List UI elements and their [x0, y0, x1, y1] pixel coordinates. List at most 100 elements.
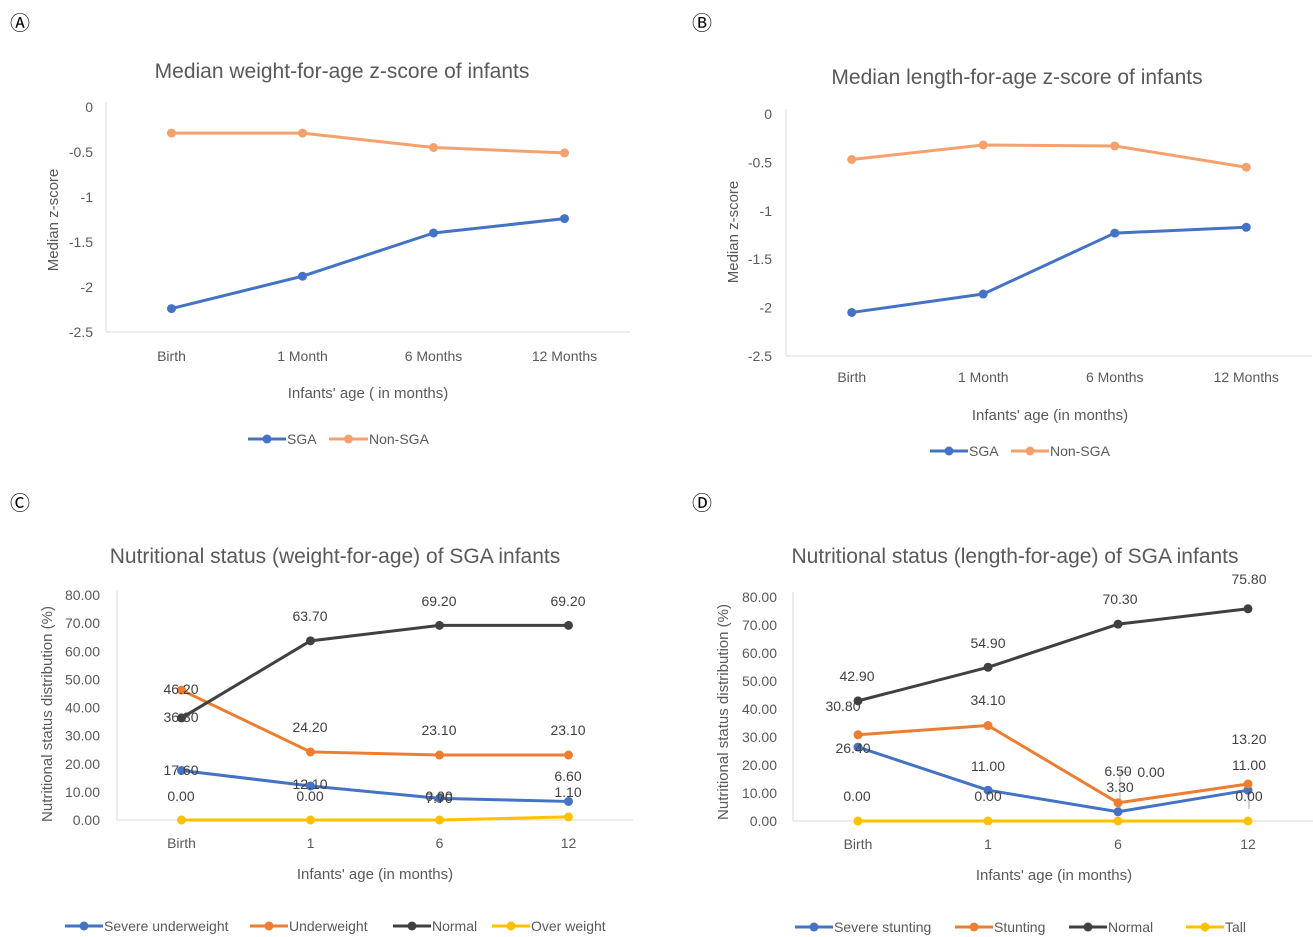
- data-point: [435, 750, 444, 760]
- data-point: [564, 620, 573, 630]
- y-tick-label: -1.5: [748, 251, 772, 267]
- y-tick-label: 60.00: [65, 643, 100, 659]
- x-tick-label: 1 Month: [277, 348, 328, 364]
- data-point: [306, 636, 315, 646]
- data-label: 3.30: [1106, 779, 1133, 795]
- legend-item-severe-underweight: Severe underweight: [65, 918, 229, 934]
- data-label: 63.70: [292, 608, 327, 624]
- panel-a-x-axis-label: Infants' age ( in months): [288, 385, 448, 402]
- data-point: [983, 721, 993, 731]
- x-tick-label: 12 Months: [1214, 369, 1279, 385]
- data-point: [564, 750, 573, 760]
- series-line-underweight: [180, 688, 569, 757]
- y-tick-label: 30.00: [742, 729, 777, 745]
- legend-label: SGA: [287, 431, 317, 447]
- data-point: [564, 812, 573, 822]
- data-point: [298, 271, 307, 281]
- series-over-weight: 0.00 0.00 0.00 1.10: [167, 784, 582, 825]
- legend-item-over-weight: Over weight: [492, 918, 606, 934]
- legend-label: Normal: [1108, 919, 1153, 935]
- series-line-normal: [180, 623, 569, 720]
- x-tick-label: 6: [436, 835, 444, 851]
- y-tick-label: 50.00: [742, 673, 777, 689]
- x-tick-label: 1 Month: [958, 369, 1009, 385]
- data-label: 0.00: [167, 788, 194, 804]
- data-point: [177, 815, 186, 825]
- y-tick-label: 10.00: [742, 785, 777, 801]
- data-label: 42.90: [839, 668, 874, 684]
- y-tick-label: -2: [81, 279, 94, 295]
- y-tick-label: 70.00: [742, 617, 777, 633]
- data-point: [564, 796, 573, 806]
- legend-item-underweight: Underweight: [250, 918, 368, 934]
- legend: Severe underweight Underweight Normal Over …: [65, 918, 606, 934]
- data-point: [1243, 779, 1253, 789]
- data-label: 6.50: [1104, 763, 1131, 779]
- panel-b-letter: Ⓑ: [692, 12, 712, 35]
- panel-a-title: Median weight-for-age z-score of infants: [155, 60, 530, 83]
- panel-a-plot-area: 0 -0.5 -1 -1.5 -2 -2.5 Birth 1 Month 6 Months 12 …: [69, 99, 630, 447]
- data-label: 36.30: [163, 709, 198, 725]
- series-severe-underweight: 17.60 12.10 7.70 6.60: [163, 762, 581, 806]
- y-tick-label: -2.5: [69, 324, 93, 340]
- x-tick-label: 1: [307, 835, 315, 851]
- y-tick-label: 0: [764, 106, 772, 122]
- y-tick-label: 80.00: [742, 589, 777, 605]
- data-label: 0.00: [1137, 764, 1164, 780]
- panel-c-title: Nutritional status (weight-for-age) of S…: [110, 545, 561, 568]
- panel-b-length-z-score: Ⓑ Median length-for-age z-score of infan…: [692, 12, 1312, 459]
- y-tick-label: -2.5: [748, 348, 772, 364]
- panel-d-x-axis-label: Infants' age (in months): [976, 867, 1132, 884]
- legend-item-sga: SGA: [930, 443, 999, 459]
- data-point: [1243, 816, 1253, 826]
- x-tick-label: 1: [984, 836, 992, 852]
- panel-d-y-axis-label: Nutritional status distribution (%): [715, 604, 732, 820]
- data-point: [560, 148, 569, 158]
- legend-marker: [262, 434, 272, 444]
- x-tick-label: Birth: [844, 836, 873, 852]
- data-point: [1113, 798, 1123, 808]
- legend-marker: [407, 921, 417, 931]
- x-tick-label: 12: [561, 835, 577, 851]
- data-point: [435, 793, 444, 803]
- y-tick-label: 40.00: [65, 700, 100, 716]
- data-point: [1243, 785, 1253, 795]
- data-point: [983, 816, 993, 826]
- data-point: [983, 785, 993, 795]
- x-tick-label: 6 Months: [405, 348, 463, 364]
- series-normal: 36.30 63.70 69.20 69.20: [163, 593, 585, 725]
- data-label: 70.30: [1102, 591, 1137, 607]
- panel-c-weight-status: Ⓒ Nutritional status (weight-for-age) of…: [10, 492, 633, 934]
- data-label: 0.00: [296, 788, 323, 804]
- panel-b-y-axis-label: Median z-score: [725, 181, 742, 284]
- data-point: [177, 766, 186, 775]
- data-point: [306, 747, 315, 757]
- data-label: 0.00: [843, 788, 870, 804]
- series-non-sga: [847, 140, 1251, 172]
- series-line-non-sga: [171, 131, 565, 155]
- data-label: 46.20: [163, 681, 198, 697]
- panel-b-x-axis-label: Infants' age (in months): [972, 407, 1128, 424]
- data-label: 69.20: [550, 593, 585, 609]
- x-tick-label: 6: [1114, 836, 1122, 852]
- legend-label: Tall: [1225, 919, 1246, 935]
- data-point: [177, 713, 186, 723]
- data-point: [847, 307, 857, 317]
- panel-d-plot-area: 80.0070.0060.0050.0040.0030.0020.0010.00…: [742, 571, 1313, 935]
- series-line-normal: [857, 607, 1249, 703]
- data-label-leader-line: [1119, 771, 1130, 808]
- series-stunting: 30.80 34.10 6.50 13.20: [825, 692, 1267, 808]
- y-tick-label: 0.00: [750, 813, 777, 829]
- panel-a-letter: Ⓐ: [10, 12, 30, 35]
- legend-marker: [809, 922, 819, 932]
- series-sga: [847, 222, 1251, 317]
- legend: SGA Non-SGA: [248, 431, 430, 447]
- y-tick-label: 40.00: [742, 701, 777, 717]
- data-label: 11.00: [1232, 757, 1266, 773]
- series-line-stunting: [857, 724, 1249, 805]
- data-label: 54.90: [970, 635, 1005, 651]
- series-underweight: 46.20 24.20 23.10 23.10: [163, 681, 586, 760]
- data-point: [978, 289, 988, 299]
- legend-item-non-sga: Non-SGA: [329, 431, 430, 447]
- data-point: [306, 815, 315, 825]
